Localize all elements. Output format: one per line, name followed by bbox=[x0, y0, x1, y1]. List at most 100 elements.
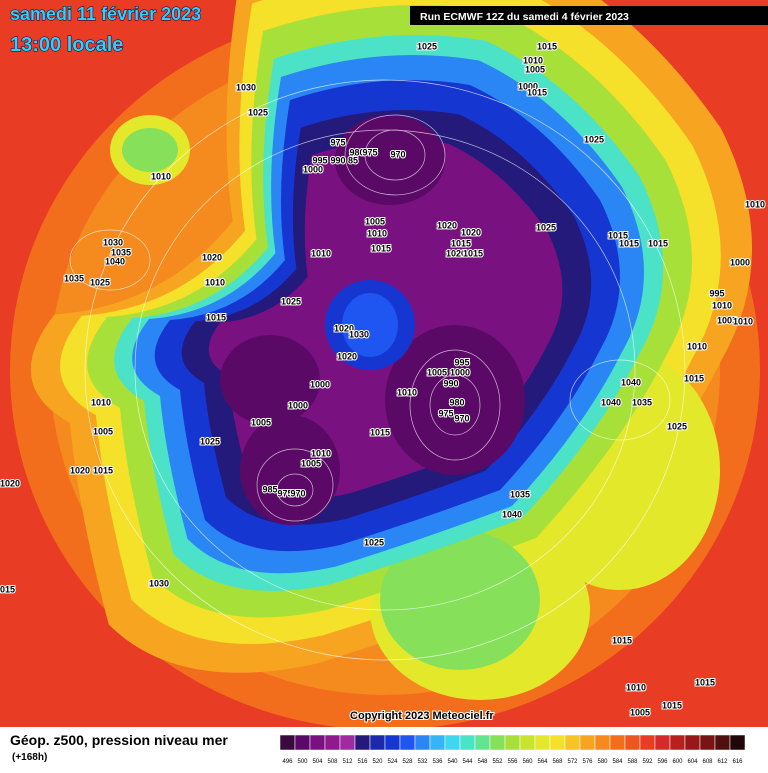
isobar-label: 1015 bbox=[371, 243, 391, 253]
isobar-label: 1000 bbox=[303, 164, 323, 174]
isobar-label: 85 bbox=[348, 155, 358, 165]
scale-swatch bbox=[399, 734, 416, 751]
isobar-label: 1000 bbox=[310, 379, 330, 389]
scale-swatch bbox=[564, 734, 581, 751]
isobar-label: 990 bbox=[330, 155, 345, 165]
isobar-label: 1010 bbox=[151, 171, 171, 181]
scale-label: 592 bbox=[642, 759, 653, 765]
scale-swatch bbox=[309, 734, 326, 751]
scale-swatch bbox=[474, 734, 491, 751]
scale-swatch bbox=[429, 734, 446, 751]
lead-time: (+168h) bbox=[12, 752, 47, 763]
scale-label: 500 bbox=[297, 759, 308, 765]
isobar-label: 1040 bbox=[502, 509, 522, 519]
isobar-label: 1010 bbox=[311, 248, 331, 258]
run-box bbox=[410, 6, 768, 25]
isobar-label: 1015 bbox=[206, 312, 226, 322]
isobar-label: 1020 bbox=[461, 227, 481, 237]
scale-swatch bbox=[684, 734, 701, 751]
scale-swatch bbox=[654, 734, 671, 751]
isobar-label: 995 bbox=[709, 288, 724, 298]
isobar-label: 1005 bbox=[93, 426, 113, 436]
scale-label: 504 bbox=[312, 759, 323, 765]
footer-title: Géop. z500, pression niveau mer bbox=[10, 732, 228, 748]
run-info: Run ECMWF 12Z du samedi 4 février 2023 bbox=[420, 11, 629, 23]
isobar-label: 1040 bbox=[601, 397, 621, 407]
isobar-label: 1025 bbox=[248, 107, 268, 117]
scale-label: 552 bbox=[492, 759, 503, 765]
isobar-label: 1005 bbox=[301, 458, 321, 468]
isobar-label: 1030 bbox=[349, 329, 369, 339]
scale-label: 612 bbox=[717, 759, 728, 765]
scale-label: 508 bbox=[327, 759, 338, 765]
scale-swatch bbox=[594, 734, 611, 751]
isobar-label: 1025 bbox=[200, 436, 220, 446]
isobar-label: 1005 bbox=[251, 417, 271, 427]
scale-label: 572 bbox=[567, 759, 578, 765]
scale-label: 532 bbox=[417, 759, 428, 765]
isobar-label: 1015 bbox=[612, 635, 632, 645]
isobar-label: 1010 bbox=[523, 55, 543, 65]
date: samedi 11 février 2023 bbox=[10, 4, 201, 24]
scale-label: 616 bbox=[732, 759, 743, 765]
scale-swatch bbox=[354, 734, 371, 751]
scale-swatch bbox=[519, 734, 536, 751]
isobar-label: 1025 bbox=[667, 421, 687, 431]
isobar-label: 1030 bbox=[236, 82, 256, 92]
isobar-label: 1020 bbox=[437, 220, 457, 230]
isobar-label: 1035 bbox=[111, 247, 131, 257]
scale-swatch bbox=[669, 734, 686, 751]
scale-label: 520 bbox=[372, 759, 383, 765]
scale-label: 528 bbox=[402, 759, 413, 765]
scale-swatch bbox=[369, 734, 386, 751]
isobar-label: 1015 bbox=[537, 41, 557, 51]
scale-label: 600 bbox=[672, 759, 683, 765]
scale-label: 604 bbox=[687, 759, 698, 765]
isobar-label: 980 bbox=[349, 147, 364, 157]
isobar-label: 1010 bbox=[745, 199, 765, 209]
isobar-label: 995 bbox=[312, 155, 327, 165]
scale-label: 580 bbox=[597, 759, 608, 765]
isobar-label: 970 bbox=[290, 488, 305, 498]
scale-label: 496 bbox=[282, 759, 293, 765]
isobar-label: 1005 bbox=[630, 707, 650, 717]
isobar-label: 1035 bbox=[632, 397, 652, 407]
scale-swatch bbox=[384, 734, 401, 751]
scale-label: 512 bbox=[342, 759, 353, 765]
scale-swatch bbox=[279, 734, 296, 751]
color-scale: 496 500 504 508 512 516 520 524 528 532 536 540 544 5… bbox=[279, 734, 746, 765]
isobar-label: 1025 bbox=[584, 134, 604, 144]
isobar-label: 1030 bbox=[149, 578, 169, 588]
scale-label: 536 bbox=[432, 759, 443, 765]
scale-swatch bbox=[534, 734, 551, 751]
scale-swatch bbox=[699, 734, 716, 751]
scale-swatch bbox=[729, 734, 746, 751]
isobar-label: 1000 bbox=[450, 367, 470, 377]
scale-swatch bbox=[714, 734, 731, 751]
isobar-label: 975 bbox=[438, 408, 453, 418]
copyright: Copyright 2023 Meteociel.fr bbox=[350, 710, 494, 722]
isobar-label: 1015 bbox=[93, 465, 113, 475]
isobar-label: 1015 bbox=[662, 700, 682, 710]
isobar-label: 1020 bbox=[0, 478, 20, 488]
isobar-label: 1025 bbox=[90, 277, 110, 287]
scale-label: 596 bbox=[657, 759, 668, 765]
isobar-label: 1010 bbox=[733, 316, 753, 326]
isobar-label: 990 bbox=[443, 378, 458, 388]
scale-swatch bbox=[639, 734, 656, 751]
isobar-label: 1030 bbox=[103, 237, 123, 247]
scale-swatch bbox=[549, 734, 566, 751]
isobar-label: 1025 bbox=[536, 222, 556, 232]
isobar-label: 1020 bbox=[202, 252, 222, 262]
isobar-label: 1020 bbox=[70, 465, 90, 475]
isobar-label: 1005 bbox=[525, 64, 545, 74]
isobar-label: 1015 bbox=[451, 238, 471, 248]
scale-label: 560 bbox=[522, 759, 533, 765]
isobar-label: 1015 bbox=[370, 427, 390, 437]
isobar-label: 1000 bbox=[288, 400, 308, 410]
isobar-label: 1005 bbox=[717, 315, 737, 325]
isobar-label: 975 bbox=[277, 488, 292, 498]
isobar-label: 1015 bbox=[527, 87, 547, 97]
scale-label: 524 bbox=[387, 759, 398, 765]
isobar-label: 1040 bbox=[105, 256, 125, 266]
